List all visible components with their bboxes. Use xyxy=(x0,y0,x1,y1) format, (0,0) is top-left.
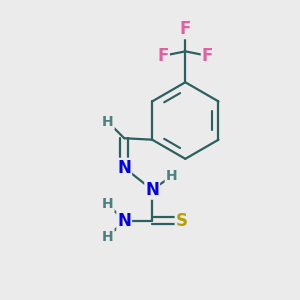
Text: N: N xyxy=(145,181,159,199)
Text: N: N xyxy=(117,212,131,230)
Text: H: H xyxy=(102,115,114,129)
Text: H: H xyxy=(166,169,177,184)
Text: F: F xyxy=(180,20,191,38)
Text: S: S xyxy=(176,212,188,230)
Text: F: F xyxy=(202,47,213,65)
Text: F: F xyxy=(158,47,169,65)
Text: H: H xyxy=(102,230,114,244)
Text: H: H xyxy=(102,197,114,212)
Text: N: N xyxy=(117,159,131,177)
